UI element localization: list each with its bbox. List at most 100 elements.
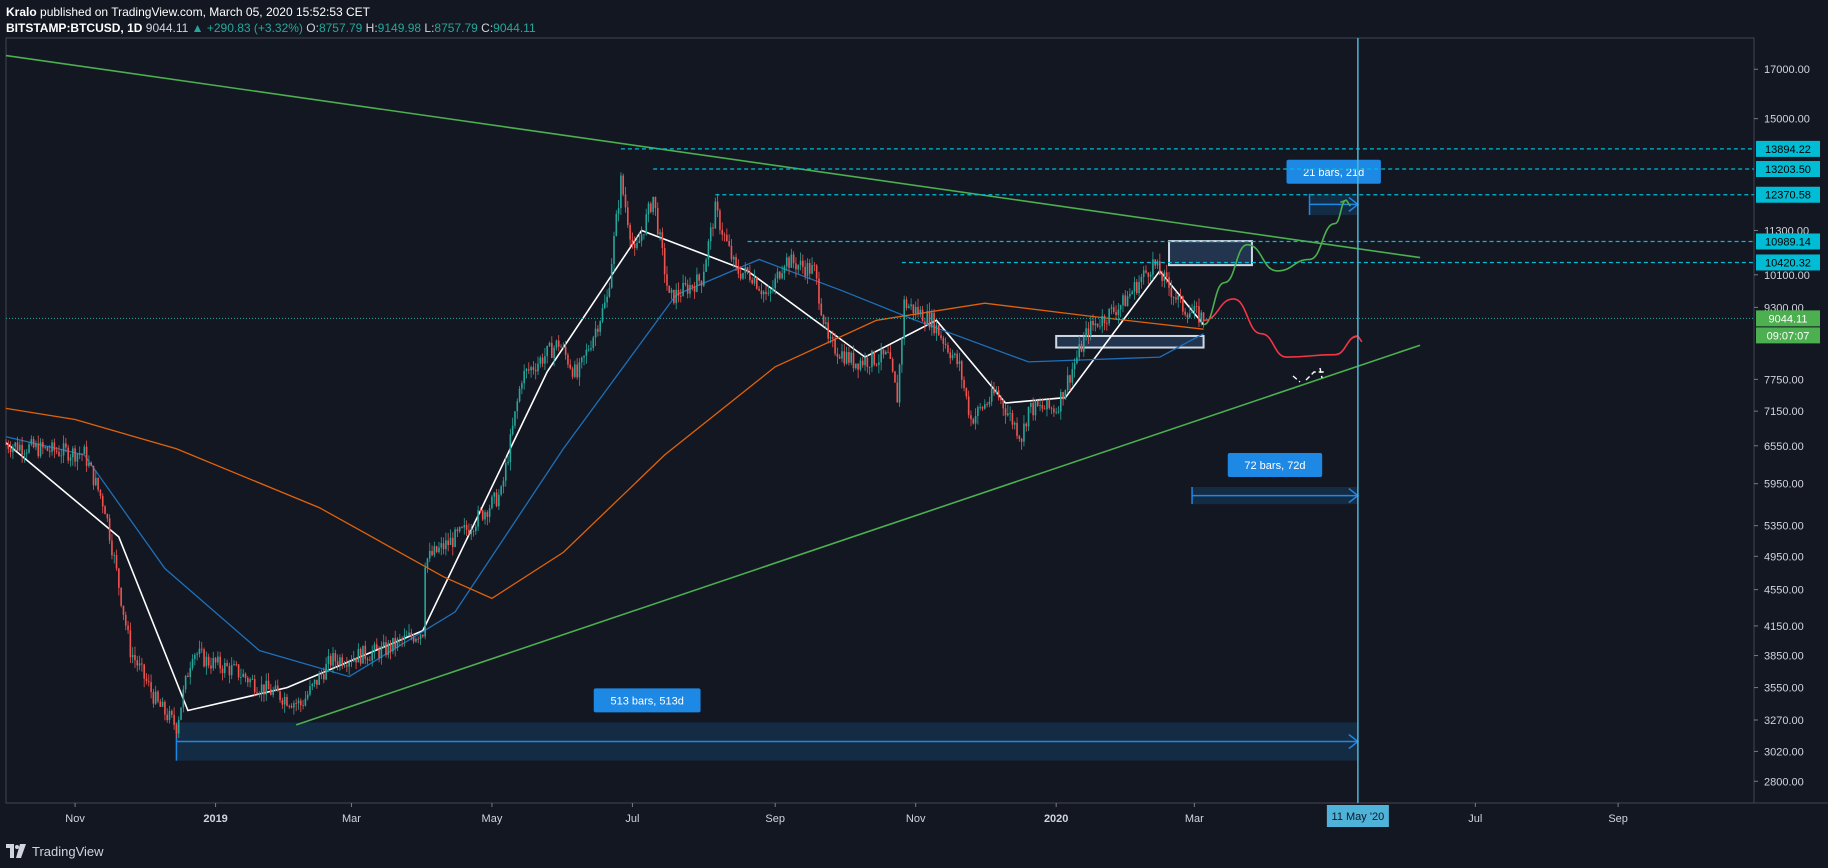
candle xyxy=(1011,413,1014,425)
projection-arrow-icon xyxy=(1351,335,1363,343)
y-tick-label: 5950.00 xyxy=(1764,479,1804,491)
candle xyxy=(1140,276,1143,283)
candle xyxy=(684,282,687,285)
candle xyxy=(726,234,728,242)
candle xyxy=(873,351,876,365)
candle xyxy=(601,308,604,322)
descending-trendline[interactable] xyxy=(5,54,1421,259)
candle xyxy=(1115,311,1117,316)
candle xyxy=(537,363,539,372)
candle xyxy=(1071,369,1074,383)
candle xyxy=(352,658,355,662)
candle xyxy=(942,338,945,344)
candle xyxy=(783,266,786,274)
candle xyxy=(585,349,588,356)
candle xyxy=(719,210,721,230)
candle xyxy=(940,335,942,339)
candle xyxy=(422,634,424,637)
candle xyxy=(852,352,855,369)
candle xyxy=(85,446,88,466)
candle xyxy=(871,351,873,368)
candle xyxy=(412,637,415,642)
candle xyxy=(30,439,33,445)
candle xyxy=(157,691,159,702)
candle xyxy=(887,351,889,353)
candle xyxy=(355,658,357,663)
candle xyxy=(1101,315,1104,327)
candle xyxy=(576,364,578,378)
candle xyxy=(25,452,28,454)
candle xyxy=(341,657,344,666)
candle xyxy=(408,632,410,636)
candle xyxy=(580,357,583,363)
candle xyxy=(1177,295,1180,300)
candle xyxy=(527,369,530,371)
candle xyxy=(177,719,180,734)
candle xyxy=(880,349,882,363)
candle xyxy=(1110,307,1113,309)
candle xyxy=(270,689,272,695)
candle xyxy=(205,656,208,667)
candle xyxy=(108,518,111,541)
candle xyxy=(19,444,21,451)
ascending-trendline[interactable] xyxy=(295,344,1421,726)
candle xyxy=(83,446,86,454)
y-tick-label: 3020.00 xyxy=(1764,746,1804,758)
highlight-zone[interactable] xyxy=(1055,334,1205,349)
candle xyxy=(675,289,677,304)
candle xyxy=(69,457,72,461)
candle xyxy=(1076,357,1078,364)
candle xyxy=(1089,320,1092,336)
candle xyxy=(979,407,981,408)
candle xyxy=(449,537,452,545)
author-name[interactable]: Kralo xyxy=(6,5,37,19)
candle xyxy=(187,675,189,678)
candle xyxy=(260,684,263,694)
candle xyxy=(504,463,507,481)
candle xyxy=(111,540,113,556)
candle xyxy=(458,527,461,532)
candle xyxy=(928,311,931,328)
candle xyxy=(548,343,551,346)
low-label: L: xyxy=(424,21,435,35)
y-tick-label: 3550.00 xyxy=(1764,683,1804,695)
candle xyxy=(712,227,714,229)
candle xyxy=(475,526,477,532)
candle xyxy=(1186,314,1189,318)
candle xyxy=(175,724,178,734)
candle xyxy=(530,367,532,371)
footer-brand[interactable]: TradingView xyxy=(6,840,104,862)
candle xyxy=(154,691,157,704)
candle xyxy=(302,705,304,707)
candle xyxy=(1007,413,1009,416)
y-tick-label: 4950.00 xyxy=(1764,551,1804,563)
candle xyxy=(903,299,905,339)
bullish-projection-path[interactable] xyxy=(1203,199,1347,326)
y-tick-label: 15000.00 xyxy=(1764,114,1810,126)
candle xyxy=(253,679,256,693)
candle xyxy=(1039,405,1041,406)
candle xyxy=(983,404,986,409)
candle xyxy=(387,642,390,656)
candle xyxy=(251,679,254,680)
candle xyxy=(802,260,804,267)
candle xyxy=(884,351,887,355)
candle xyxy=(896,382,899,403)
candle xyxy=(958,361,961,365)
symbol-name[interactable]: BITSTAMP:BTCUSD, 1D xyxy=(6,21,143,35)
candle xyxy=(935,325,938,334)
candle xyxy=(838,356,841,359)
bearish-projection-path[interactable] xyxy=(1203,298,1359,358)
candle xyxy=(663,248,666,275)
candle xyxy=(118,568,120,588)
candle xyxy=(811,265,813,274)
candle xyxy=(627,207,629,225)
candle xyxy=(640,234,643,241)
candle xyxy=(795,263,797,270)
candle xyxy=(509,434,512,462)
candle xyxy=(739,273,742,279)
candle xyxy=(901,338,903,365)
candle xyxy=(744,267,747,273)
candle xyxy=(1094,323,1097,326)
